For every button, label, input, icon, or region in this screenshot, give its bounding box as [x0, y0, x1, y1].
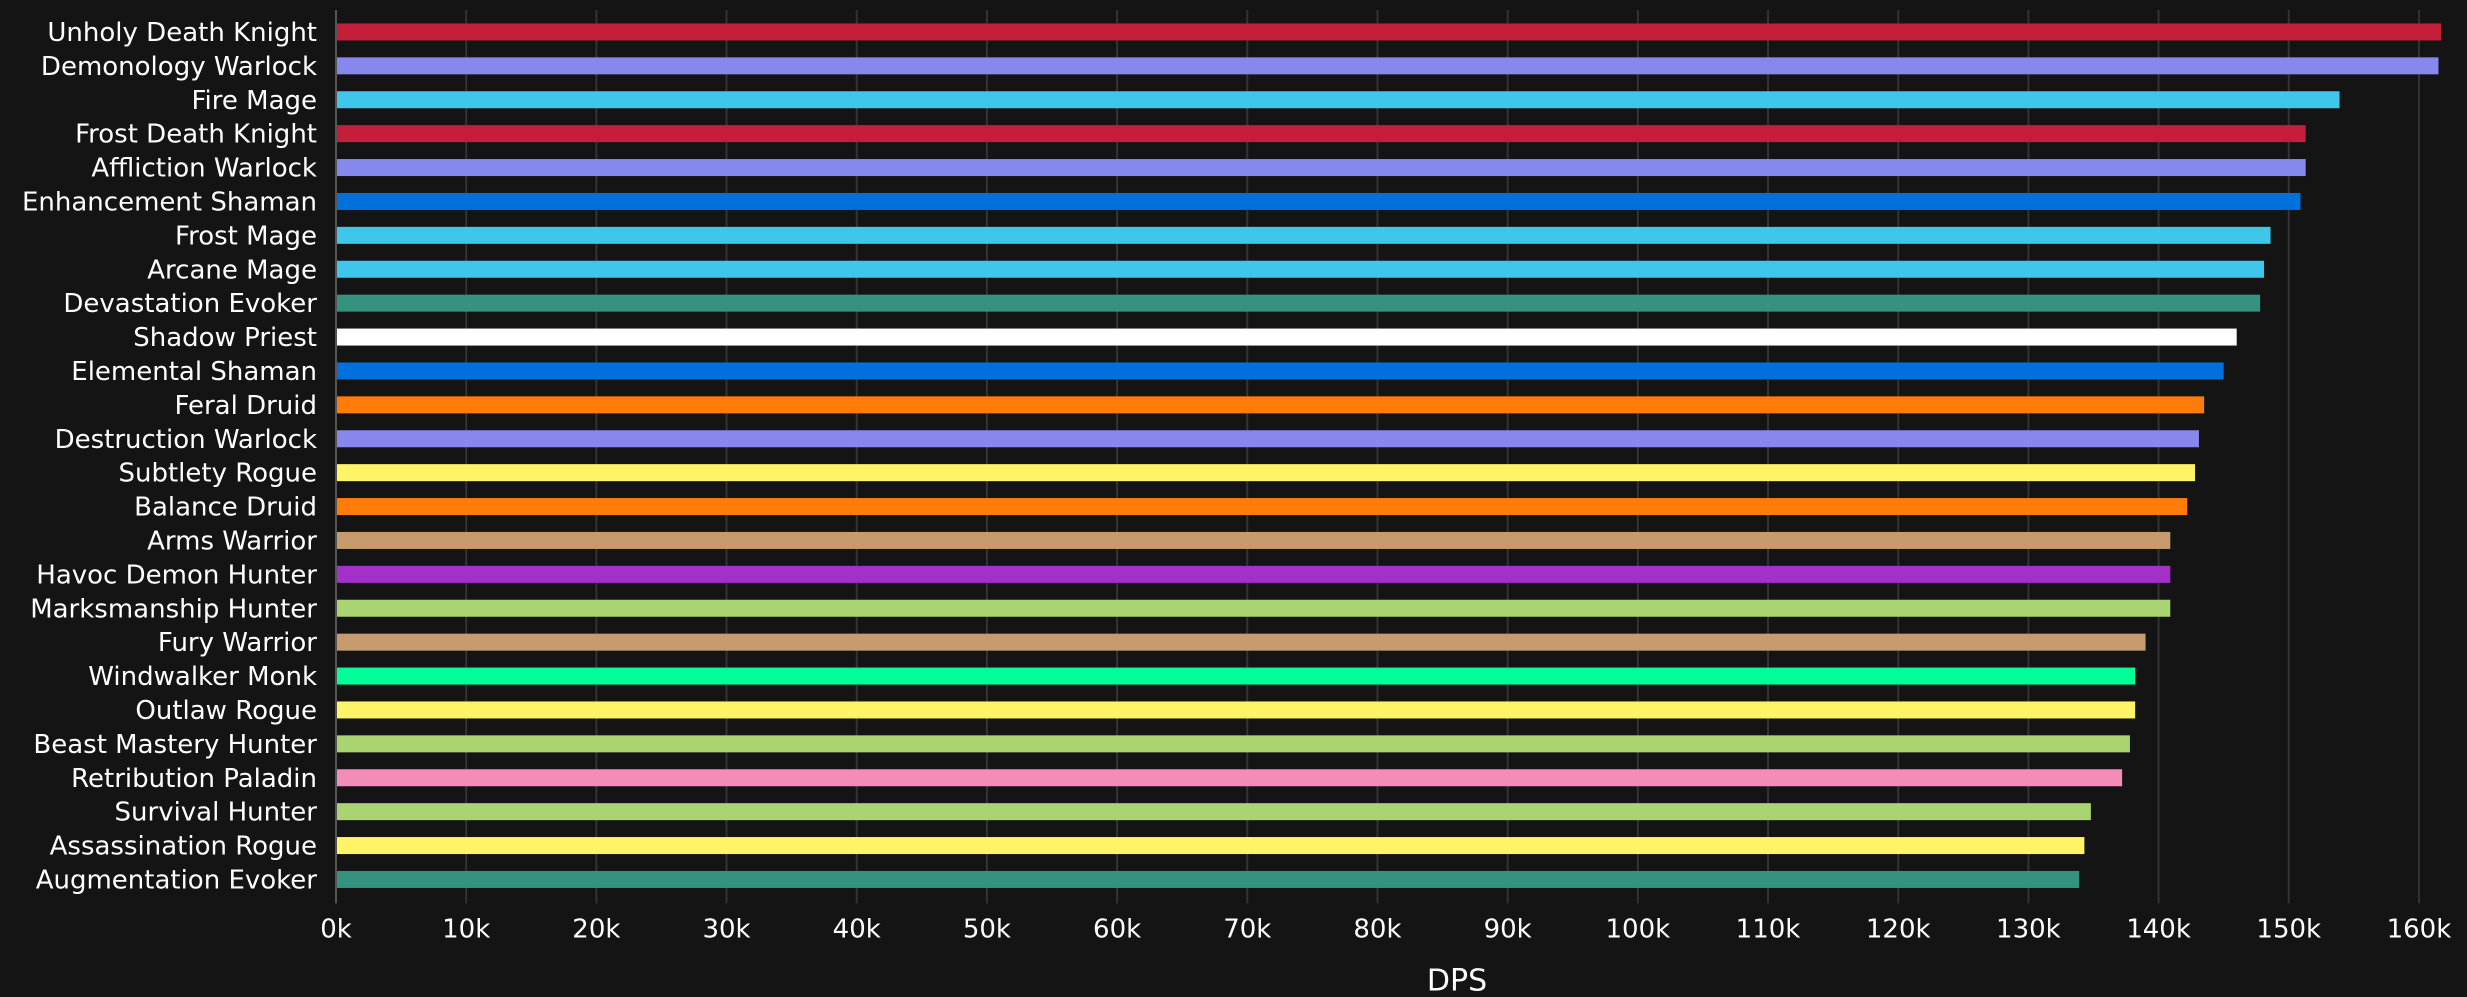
x-tick-label: 140k [2126, 914, 2191, 944]
x-tick-label: 0k [320, 914, 352, 944]
x-axis-ticks: 0k 10k 20k 30k 40k 50k 60k 70k 80k 90k 100k 110k 120… [320, 914, 2451, 944]
bars [336, 23, 2442, 888]
category-labels: Unholy Death Knight Demonology Warlock Fir… [22, 18, 317, 896]
x-tick-label: 30k [702, 914, 750, 944]
bar [336, 430, 2199, 448]
x-tick-label: 60k [1093, 914, 1141, 944]
bar [336, 599, 2171, 617]
bar [336, 294, 2261, 312]
grid-lines [335, 10, 2420, 904]
bar [336, 396, 2205, 414]
bar [336, 464, 2196, 482]
category-label: Windwalker Monk [88, 662, 317, 692]
bar [336, 328, 2237, 346]
bar [336, 531, 2171, 549]
category-label: Beast Mastery Hunter [33, 730, 317, 760]
bar [336, 226, 2271, 244]
bar [336, 125, 2306, 143]
x-tick-label: 20k [572, 914, 620, 944]
x-tick-label: 160k [2387, 914, 2452, 944]
x-tick-label: 110k [1736, 914, 1801, 944]
bar [336, 362, 2224, 380]
bar [336, 159, 2306, 177]
category-label: Shadow Priest [133, 323, 317, 353]
bar [336, 91, 2340, 109]
category-label: Devastation Evoker [63, 289, 317, 319]
x-tick-label: 40k [833, 914, 881, 944]
bar [336, 633, 2146, 651]
category-label: Affliction Warlock [91, 154, 317, 184]
bar [336, 870, 2080, 888]
category-label: Frost Death Knight [75, 120, 317, 150]
x-axis-title: DPS [1427, 963, 1487, 997]
bar [336, 260, 2265, 278]
category-label: Feral Druid [174, 391, 317, 421]
category-label: Havoc Demon Hunter [36, 560, 317, 590]
category-label: Frost Mage [175, 221, 317, 251]
x-tick-label: 90k [1484, 914, 1532, 944]
x-tick-label: 10k [442, 914, 490, 944]
bar [336, 565, 2171, 583]
category-label: Arcane Mage [147, 255, 317, 285]
bar [336, 803, 2091, 821]
category-label: Fire Mage [191, 86, 317, 116]
bar [336, 57, 2439, 75]
category-label: Subtlety Rogue [118, 459, 317, 489]
category-label: Outlaw Rogue [135, 696, 317, 726]
bar [336, 23, 2442, 41]
category-label: Marksmanship Hunter [30, 594, 317, 624]
x-tick-label: 150k [2256, 914, 2321, 944]
x-tick-label: 50k [963, 914, 1011, 944]
category-label: Elemental Shaman [71, 357, 317, 387]
bar [336, 498, 2188, 516]
x-tick-label: 120k [1866, 914, 1931, 944]
bar [336, 735, 2130, 753]
bar [336, 192, 2301, 210]
category-label: Demonology Warlock [41, 52, 317, 82]
category-label: Destruction Warlock [55, 425, 317, 455]
category-label: Fury Warrior [158, 628, 317, 658]
bar [336, 701, 2136, 719]
category-label: Enhancement Shaman [22, 187, 317, 217]
category-label: Survival Hunter [115, 798, 318, 828]
bar [336, 667, 2136, 685]
x-tick-label: 130k [1996, 914, 2061, 944]
category-label: Retribution Paladin [71, 764, 317, 794]
x-tick-label: 80k [1353, 914, 1401, 944]
bar [336, 837, 2085, 855]
category-label: Balance Druid [134, 493, 317, 523]
category-label: Unholy Death Knight [47, 18, 317, 48]
category-label: Assassination Rogue [50, 832, 317, 862]
x-tick-label: 70k [1223, 914, 1271, 944]
bar [336, 769, 2123, 787]
category-label: Arms Warrior [147, 526, 317, 556]
x-tick-label: 100k [1605, 914, 1670, 944]
category-label: Augmentation Evoker [36, 865, 318, 895]
